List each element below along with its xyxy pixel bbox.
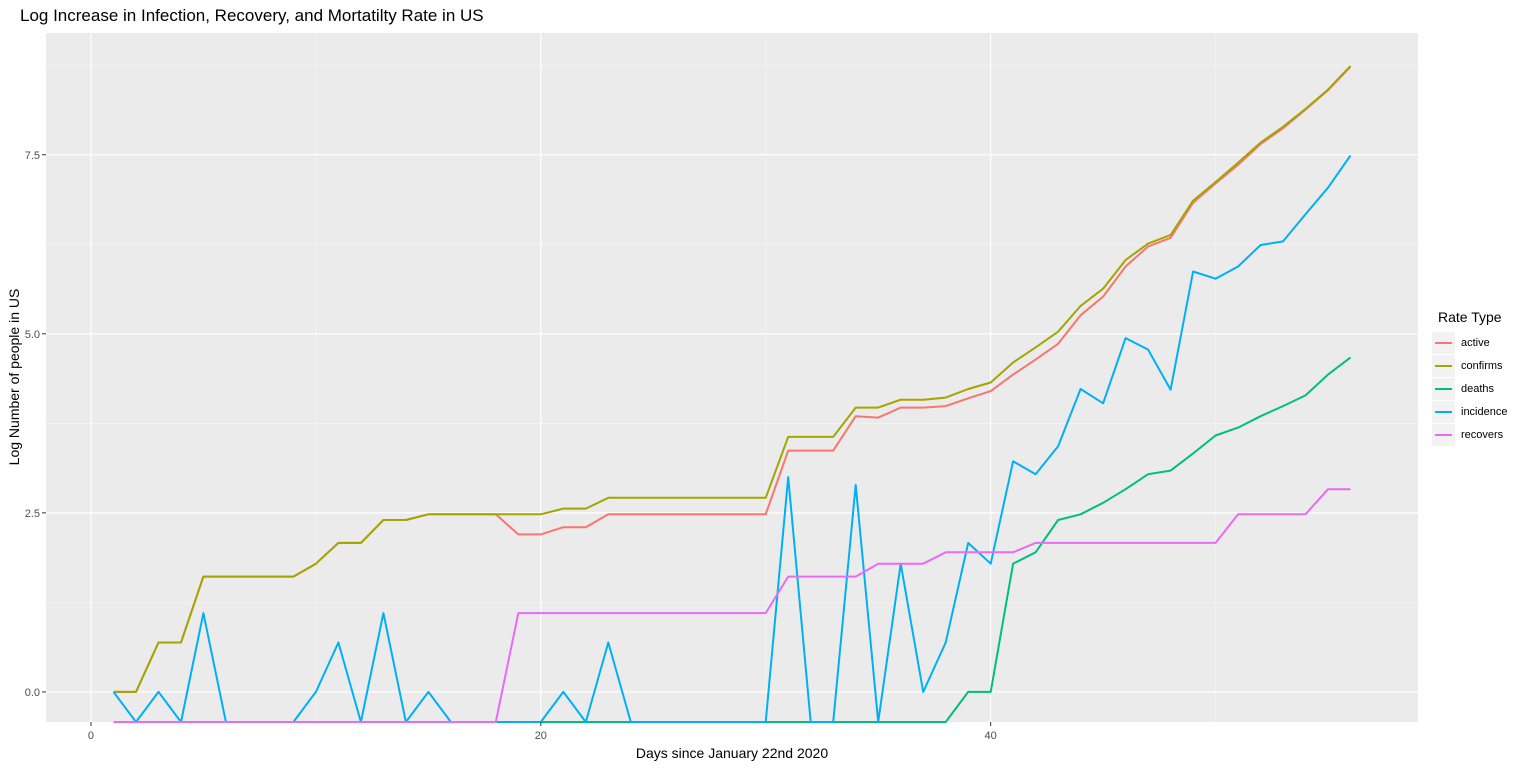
chart-title: Log Increase in Infection, Recovery, and… [20, 6, 484, 25]
legend-title: Rate Type [1438, 309, 1502, 325]
x-tick-label: 40 [985, 730, 997, 742]
legend-item-confirms: confirms [1432, 354, 1507, 377]
legend-item-deaths: deaths [1432, 377, 1507, 400]
legend-key [1432, 354, 1455, 377]
legend-item-recovers: recovers [1432, 423, 1507, 446]
legend-swatch [1435, 433, 1452, 436]
axes-layer: 0 20 40 0.0 2.5 5.0 7.5 [25, 150, 997, 742]
y-tick-label: 7.5 [25, 150, 40, 162]
legend-label: recovers [1461, 428, 1504, 441]
legend-key [1432, 400, 1455, 423]
legend-label: deaths [1461, 382, 1495, 395]
legend-item-incidence: incidence [1432, 400, 1507, 423]
series-line-incidence [112, 154, 1352, 723]
legend-key [1432, 423, 1455, 446]
series-layer [112, 65, 1352, 723]
legend-label: active [1461, 336, 1490, 349]
x-axis-title: Days since January 22nd 2020 [636, 745, 828, 761]
x-tick-label: 0 [88, 730, 94, 742]
legend-items: active confirms deaths incidence recovers [1432, 331, 1507, 446]
y-tick-label: 5.0 [25, 329, 40, 341]
y-tick-label: 2.5 [25, 508, 40, 520]
legend-swatch [1435, 341, 1452, 344]
legend-swatch [1435, 410, 1452, 413]
legend-item-active: active [1432, 331, 1507, 354]
series-line-confirms [113, 65, 1352, 693]
y-tick-label: 0.0 [25, 687, 40, 699]
y-axis-title: Log Number of people in US [6, 289, 22, 466]
grid-major [46, 33, 1418, 722]
legend-swatch [1435, 387, 1452, 390]
legend-key [1432, 377, 1455, 400]
series-line-recovers [113, 488, 1351, 723]
grid-minor [46, 33, 1418, 722]
legend-key [1432, 331, 1455, 354]
x-tick-label: 20 [535, 730, 547, 742]
legend-swatch [1435, 364, 1452, 367]
plot-panel-background [46, 33, 1418, 722]
legend-label: incidence [1461, 405, 1508, 418]
legend: Rate Type active confirms deaths incidence r… [1432, 309, 1507, 446]
legend-label: confirms [1461, 359, 1503, 372]
